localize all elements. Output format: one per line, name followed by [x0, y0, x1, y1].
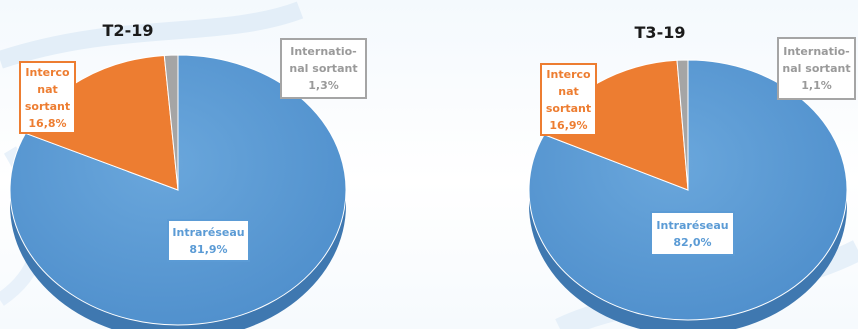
chart-1-slice-international: [163, 54, 179, 191]
chart-1-label-interco: Interco nat sortant 16,8%: [19, 61, 76, 134]
chart-2-label-intra-name: Intraréseau: [656, 218, 729, 232]
chart-2-label-interco: Interco nat sortant 16,9%: [540, 63, 597, 136]
chart-2-label-interco-value: 16,9%: [549, 118, 588, 132]
chart-2: T3-19: [528, 23, 848, 329]
chart-1-label-intra: Intraréseau 81,9%: [167, 219, 250, 262]
chart-2-title: T3-19: [635, 23, 686, 42]
chart-2-label-international: Internatio- nal sortant 1,1%: [777, 37, 856, 100]
chart-1-label-interco-name: Interco nat sortant: [24, 65, 71, 113]
chart-1-title: T2-19: [103, 21, 154, 40]
chart-1-label-interco-value: 16,8%: [28, 116, 67, 130]
chart-2-label-intra: Intraréseau 82,0%: [650, 211, 735, 256]
chart-1-label-international-value: 1,3%: [308, 79, 339, 92]
chart-1-label-intra-value: 81,9%: [189, 242, 228, 256]
chart-1-label-intra-name: Intraréseau: [172, 225, 245, 239]
chart-2-label-international-value: 1,1%: [801, 79, 832, 92]
chart-1-label-international: Internatio- nal sortant 1,3%: [280, 38, 367, 99]
chart-2-label-intra-value: 82,0%: [673, 235, 712, 249]
chart-1: T2-19: [9, 21, 347, 329]
chart-2-label-interco-name: Interco nat sortant: [545, 67, 592, 115]
chart-1-label-international-name: Internatio- nal sortant: [289, 45, 358, 75]
chart-2-slice-international: [676, 59, 689, 191]
chart-2-label-international-name: Internatio- nal sortant: [782, 45, 851, 75]
